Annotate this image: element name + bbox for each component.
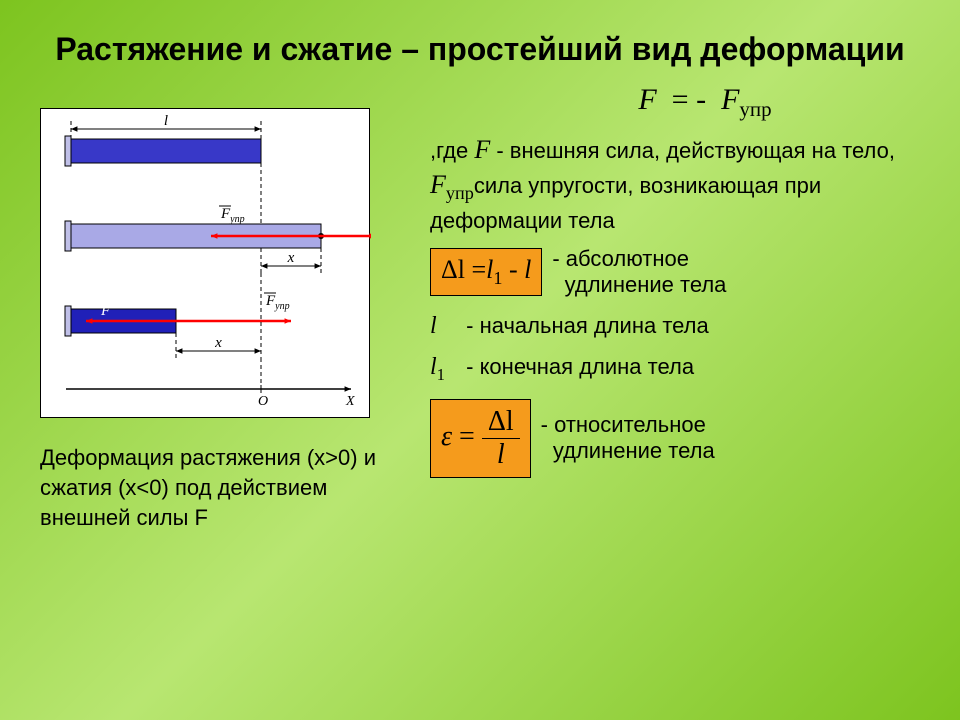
- diagram-caption: Деформация растяжения (x>0) и сжатия (x<…: [40, 443, 400, 532]
- svg-text:x: x: [287, 250, 295, 266]
- abs-elong-label: - абсолютное удлинение тела: [552, 246, 726, 299]
- svg-text:O: O: [258, 394, 268, 409]
- svg-text:X: X: [345, 394, 355, 409]
- def-l1: l1 - конечная длина тела: [430, 354, 920, 385]
- main-equation: F = - Fупр: [430, 83, 920, 122]
- rel-elong-formula: ε = Δll: [430, 399, 531, 478]
- deformation-diagram: lFFупрxFFупрxOX: [40, 108, 370, 418]
- svg-text:l: l: [164, 113, 168, 129]
- relative-elongation: ε = Δll - относительное удлинение тела: [430, 399, 920, 478]
- absolute-elongation: Δl =l1 - l - абсолютное удлинение тела: [430, 246, 920, 299]
- def-l: l - начальная длина тела: [430, 313, 920, 340]
- svg-text:Fупр: Fупр: [220, 206, 245, 225]
- abs-elong-formula: Δl =l1 - l: [430, 248, 542, 296]
- description-text: ,где F - внешняя сила, действующая на те…: [430, 132, 920, 236]
- slide-title: Растяжение и сжатие – простейший вид деф…: [40, 30, 920, 68]
- svg-text:Fупр: Fупр: [265, 293, 290, 312]
- right-column: F = - Fупр ,где F - внешняя сила, действ…: [430, 88, 920, 532]
- svg-text:F: F: [100, 303, 111, 319]
- rel-elong-label: - относительное удлинение тела: [541, 412, 715, 465]
- left-column: lFFупрxFFупрxOX Деформация растяжения (x…: [40, 88, 400, 532]
- svg-text:x: x: [214, 335, 222, 351]
